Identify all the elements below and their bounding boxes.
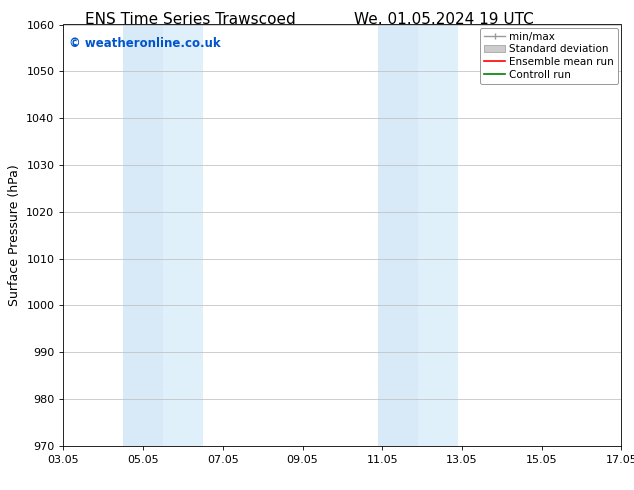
Y-axis label: Surface Pressure (hPa): Surface Pressure (hPa) [8, 164, 21, 306]
Text: We. 01.05.2024 19 UTC: We. 01.05.2024 19 UTC [354, 12, 534, 27]
Bar [163, 24, 203, 446]
Bar [123, 24, 163, 446]
Text: ENS Time Series Trawscoed: ENS Time Series Trawscoed [85, 12, 295, 27]
Bar [418, 24, 458, 446]
Text: © weatheronline.co.uk: © weatheronline.co.uk [69, 37, 221, 50]
Bar [378, 24, 418, 446]
Legend: min/max, Standard deviation, Ensemble mean run, Controll run: min/max, Standard deviation, Ensemble me… [480, 27, 618, 84]
